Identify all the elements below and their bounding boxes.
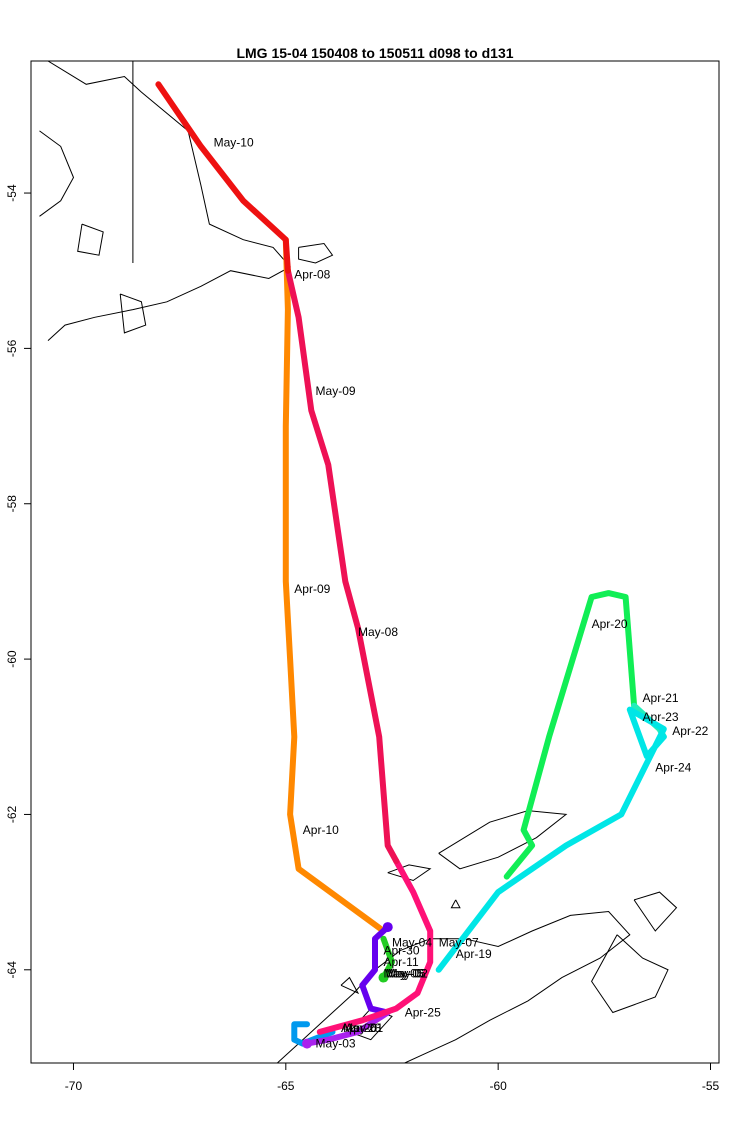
- track-segment-4: [435, 706, 667, 973]
- date-label: May-02: [388, 967, 428, 981]
- coastline-12: [340, 976, 360, 995]
- coastline-9: [591, 934, 669, 1014]
- date-label: Apr-20: [592, 617, 628, 631]
- date-label: May-09: [316, 384, 356, 398]
- coastline-1: [298, 242, 334, 264]
- date-label: May-08: [358, 625, 398, 639]
- date-label: Apr-10: [303, 823, 339, 837]
- y-tick-label: -54: [5, 184, 19, 202]
- date-label: May-07: [439, 935, 479, 949]
- track-dot-0: [382, 922, 393, 933]
- track-segment-9: [284, 267, 400, 864]
- x-tick-label: -65: [277, 1079, 295, 1093]
- y-tick-label: -62: [5, 805, 19, 823]
- y-tick-label: -60: [5, 650, 19, 668]
- coastline-layer: [39, 61, 678, 1063]
- track-segment-2: [503, 590, 638, 880]
- map-title: LMG 15-04 150408 to 150511 d098 to d131: [236, 45, 513, 61]
- date-label: Apr-24: [655, 761, 691, 775]
- date-label: Apr-30: [383, 943, 419, 957]
- x-tick-label: -60: [489, 1079, 507, 1093]
- track-layer: [155, 81, 667, 1049]
- coastline-7: [450, 899, 461, 909]
- date-label: Apr-21: [643, 691, 679, 705]
- date-label: May-01: [343, 1021, 383, 1035]
- coastline-2: [39, 130, 75, 217]
- date-label: Apr-23: [643, 710, 679, 724]
- date-label: May-06: [386, 967, 426, 981]
- date-label: May-05: [383, 967, 423, 981]
- track-dot-2: [302, 1038, 313, 1049]
- track-segment-8: [316, 858, 434, 1035]
- date-label-layer: May-10 Apr-08 May-09 Apr-09 May-08 Apr-20 Apr-…: [214, 135, 709, 1050]
- axis-layer: -70 -65 -60 -55 -54 -56 -58 -60 -62 -64: [5, 184, 720, 1093]
- track-segment-10: [155, 81, 291, 274]
- y-tick-label: -56: [5, 339, 19, 357]
- date-label: Apr-25: [405, 1005, 441, 1019]
- y-tick-label: -64: [5, 961, 19, 979]
- x-tick-label: -70: [65, 1079, 83, 1093]
- track-segment-7: [304, 1009, 391, 1047]
- coastline-5: [438, 810, 568, 870]
- date-label: May-03: [316, 1036, 356, 1050]
- date-label: Apr-28: [345, 1021, 381, 1035]
- coastline-0: [47, 61, 291, 341]
- track-segment-6: [359, 924, 391, 1016]
- coastline-3: [77, 223, 104, 256]
- date-label: May-10: [214, 135, 254, 149]
- track-dot-1: [378, 972, 389, 983]
- track-segment-0: [282, 236, 387, 934]
- track-segment-1: [380, 935, 395, 981]
- plot-frame: [30, 60, 720, 1064]
- date-label: Apr-22: [672, 724, 708, 738]
- x-tick-label: -55: [702, 1079, 720, 1093]
- date-label: Apr-26: [341, 1021, 377, 1035]
- date-label: May-04: [392, 935, 432, 949]
- date-label: Apr-09: [294, 582, 330, 596]
- coastline-8: [276, 910, 631, 1063]
- date-label: Apr-19: [456, 947, 492, 961]
- coastline-11: [349, 1008, 393, 1041]
- date-label: Apr-11: [383, 955, 418, 969]
- date-label: Apr-08: [294, 267, 330, 281]
- coastline-10: [633, 891, 678, 932]
- y-tick-label: -58: [5, 495, 19, 513]
- coastline-4: [119, 293, 147, 334]
